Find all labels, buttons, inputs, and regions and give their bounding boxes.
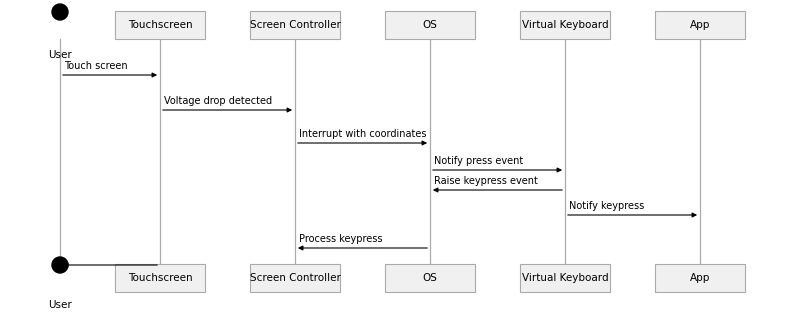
- Text: Voltage drop detected: Voltage drop detected: [164, 96, 272, 106]
- Bar: [385, 264, 475, 292]
- Text: App: App: [690, 20, 710, 30]
- Bar: [520, 11, 610, 39]
- Text: Process keypress: Process keypress: [299, 234, 382, 244]
- Text: User: User: [48, 300, 72, 310]
- Text: Notify keypress: Notify keypress: [569, 201, 644, 211]
- Text: Touch screen: Touch screen: [64, 61, 128, 71]
- Text: Touchscreen: Touchscreen: [128, 20, 192, 30]
- Text: Virtual Keyboard: Virtual Keyboard: [522, 20, 608, 30]
- Bar: [250, 11, 340, 39]
- Text: OS: OS: [422, 20, 438, 30]
- Text: Raise keypress event: Raise keypress event: [434, 176, 538, 186]
- Text: Notify press event: Notify press event: [434, 156, 523, 166]
- Text: OS: OS: [422, 273, 438, 283]
- Circle shape: [52, 4, 68, 20]
- Bar: [655, 11, 745, 39]
- Bar: [250, 264, 340, 292]
- Text: Interrupt with coordinates: Interrupt with coordinates: [299, 129, 426, 139]
- Text: App: App: [690, 273, 710, 283]
- Text: Screen Controller: Screen Controller: [250, 20, 341, 30]
- Bar: [385, 11, 475, 39]
- Text: Virtual Keyboard: Virtual Keyboard: [522, 273, 608, 283]
- Bar: [655, 264, 745, 292]
- Text: User: User: [48, 50, 72, 60]
- Bar: [520, 264, 610, 292]
- Text: Screen Controller: Screen Controller: [250, 273, 341, 283]
- Text: Touchscreen: Touchscreen: [128, 273, 192, 283]
- Circle shape: [52, 257, 68, 273]
- Bar: [115, 264, 205, 292]
- Bar: [115, 11, 205, 39]
